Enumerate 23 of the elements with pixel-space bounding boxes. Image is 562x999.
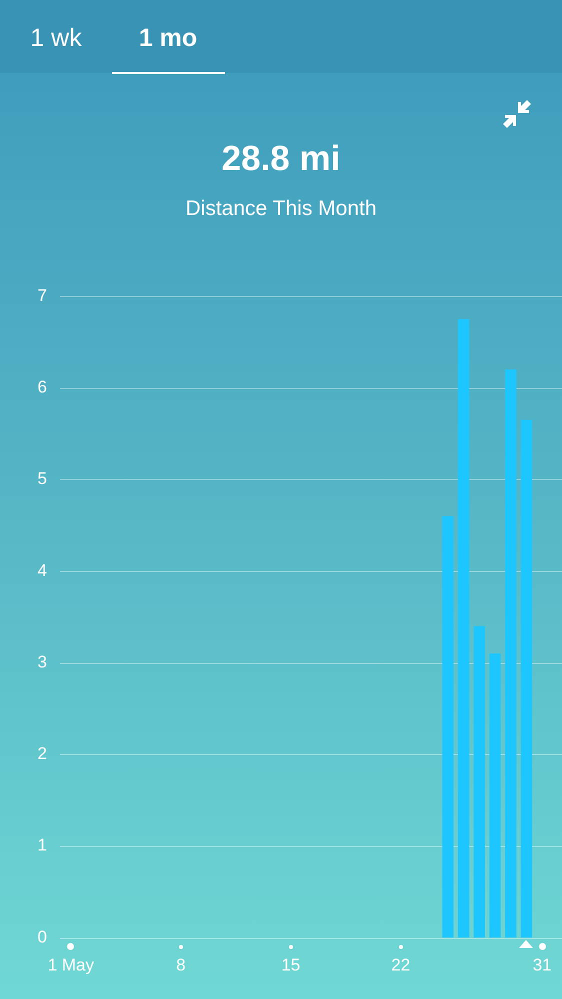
chart-title: 28.8 mi — [222, 139, 340, 178]
y-tick-label: 2 — [38, 744, 47, 764]
text: 1 wk — [30, 23, 82, 53]
y-tick-label: 7 — [38, 286, 47, 305]
bar — [520, 420, 532, 938]
text: 1 mo — [138, 23, 198, 53]
y-tick-label: 3 — [38, 652, 47, 672]
y-tick-label: 4 — [38, 560, 47, 580]
x-tick-label: 22 — [391, 955, 410, 974]
bar — [458, 319, 470, 938]
bar — [505, 370, 516, 938]
chart-subtitle: Distance This Month — [185, 197, 377, 220]
bar — [474, 626, 485, 938]
y-tick-label: 6 — [38, 378, 47, 397]
y-tick-label: 0 — [38, 927, 47, 946]
x-tick-label: 31 — [532, 955, 552, 974]
y-tick-label: 1 — [38, 836, 47, 855]
x-tick-label: 15 — [281, 955, 300, 974]
x-tick-label: 1 May — [48, 955, 94, 974]
x-tick-label: 8 — [176, 955, 186, 974]
bar — [489, 654, 501, 938]
bar — [442, 516, 454, 938]
y-tick-label: 5 — [38, 469, 47, 488]
